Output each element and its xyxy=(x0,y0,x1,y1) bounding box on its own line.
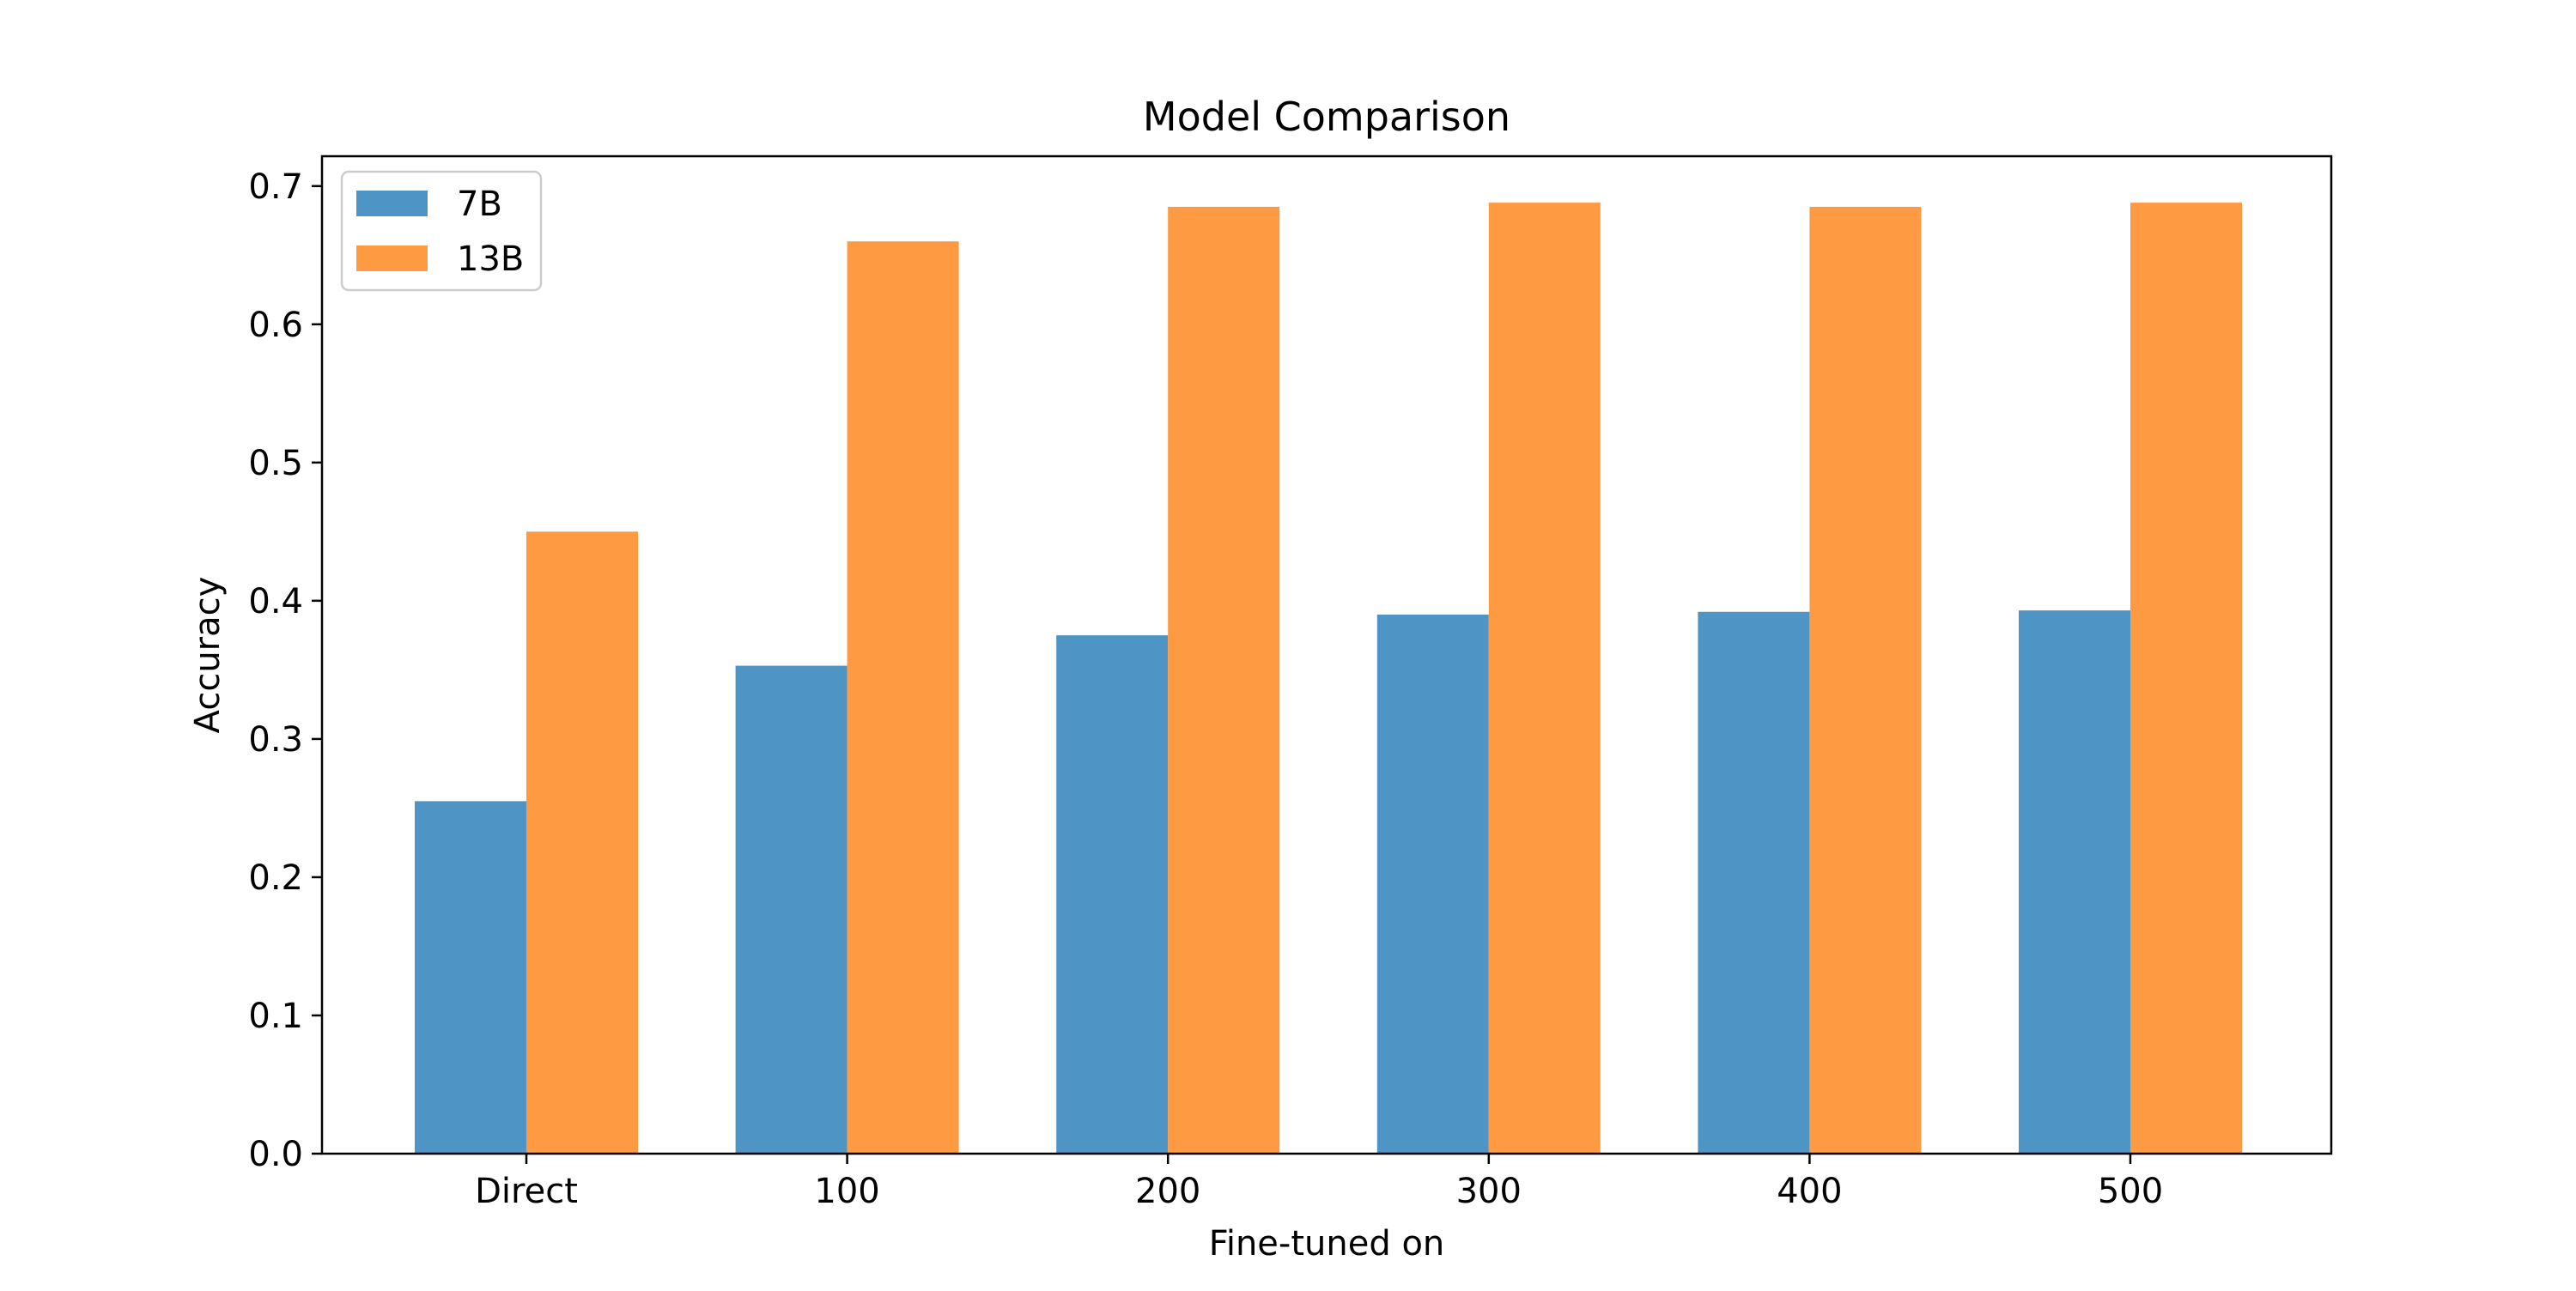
chart-title: Model Comparison xyxy=(1143,94,1510,140)
bar-7b-100 xyxy=(735,665,848,1154)
y-tick-label: 0.5 xyxy=(248,444,303,483)
x-axis-label: Fine-tuned on xyxy=(1209,1224,1445,1264)
y-tick-label: 0.3 xyxy=(248,720,303,760)
legend-swatch-7b xyxy=(356,191,428,216)
y-tick-label: 0.7 xyxy=(248,167,303,207)
x-tick-label: 300 xyxy=(1456,1172,1522,1211)
x-tick-label: 200 xyxy=(1135,1172,1200,1211)
bars-layer xyxy=(415,203,2242,1155)
legend-label-7b: 7B xyxy=(457,185,502,224)
x-tick-label: 100 xyxy=(814,1172,879,1211)
bar-13b-300 xyxy=(1488,203,1601,1154)
bar-7b-300 xyxy=(1376,614,1489,1154)
x-tick-label: 500 xyxy=(2098,1172,2163,1211)
x-axis: Direct 100 200 300 400 500 xyxy=(475,1154,2163,1211)
y-tick-label: 0.4 xyxy=(248,582,303,621)
x-tick-label: Direct xyxy=(475,1172,578,1211)
y-tick-label: 0.0 xyxy=(248,1135,303,1174)
y-axis: 0.0 0.1 0.2 0.3 0.4 0.5 0.6 0.7 xyxy=(248,167,322,1174)
bar-13b-direct xyxy=(526,531,638,1154)
bar-7b-200 xyxy=(1056,635,1169,1154)
x-tick-label: 400 xyxy=(1777,1172,1842,1211)
bar-13b-100 xyxy=(847,241,959,1155)
bar-13b-500 xyxy=(2130,203,2242,1154)
legend-label-13b: 13B xyxy=(457,239,524,279)
legend-swatch-13b xyxy=(356,245,428,271)
bar-7b-400 xyxy=(1698,611,1810,1154)
bar-13b-200 xyxy=(1168,206,1280,1154)
bar-7b-500 xyxy=(2019,610,2130,1154)
y-axis-label: Accuracy xyxy=(188,577,228,734)
bar-7b-direct xyxy=(415,801,526,1154)
y-tick-label: 0.6 xyxy=(248,306,303,345)
y-tick-label: 0.1 xyxy=(248,997,303,1036)
bar-13b-400 xyxy=(1809,206,1922,1154)
plot-frame xyxy=(320,155,2333,1155)
y-tick-label: 0.2 xyxy=(248,858,303,898)
